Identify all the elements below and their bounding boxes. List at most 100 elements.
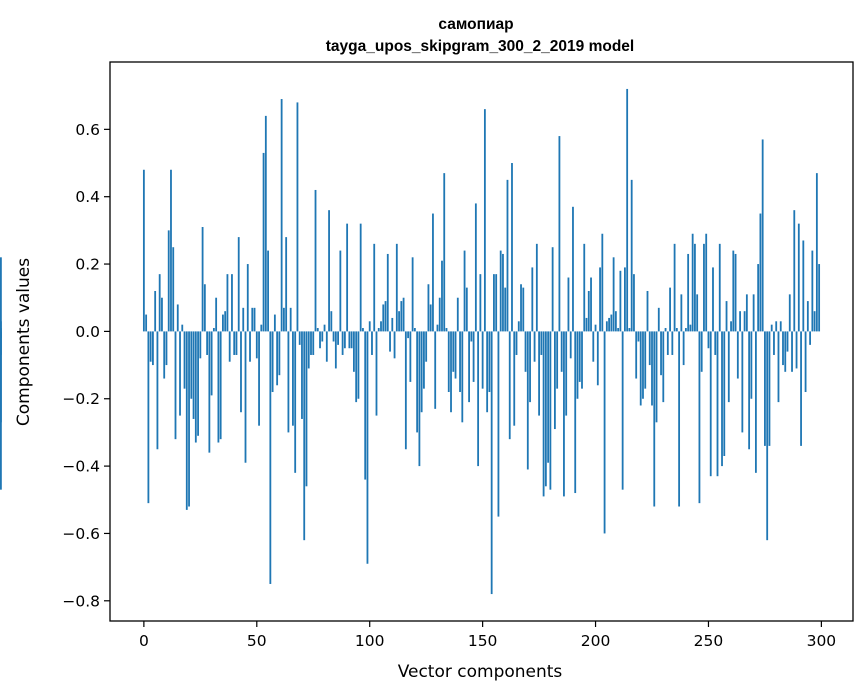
bar <box>434 331 437 409</box>
bar <box>601 233 604 332</box>
bar <box>508 331 511 440</box>
bar <box>745 294 748 332</box>
bar <box>355 331 358 403</box>
bar <box>777 331 780 403</box>
bar <box>0 331 2 490</box>
y-tick-label: 0.6 <box>75 121 100 139</box>
bar <box>594 324 597 332</box>
y-tick-label: −0.2 <box>62 390 100 408</box>
bar <box>526 331 529 470</box>
y-tick-label: 0.0 <box>75 323 100 341</box>
bar <box>443 173 446 332</box>
bar <box>664 328 667 332</box>
bar <box>217 331 220 443</box>
bar <box>470 331 473 342</box>
bar <box>472 331 475 382</box>
bar <box>691 233 694 332</box>
bar <box>280 99 283 332</box>
bar <box>273 314 276 332</box>
bar <box>703 243 705 332</box>
y-tick-label: −0.6 <box>62 525 100 543</box>
bar <box>264 115 267 332</box>
bar <box>809 331 811 345</box>
bar <box>535 243 538 332</box>
bar <box>294 331 297 473</box>
bar <box>651 331 653 406</box>
bar <box>260 324 263 332</box>
bar <box>393 331 396 359</box>
bar <box>222 314 224 332</box>
bar <box>800 331 802 446</box>
bar <box>553 331 556 430</box>
bar <box>377 328 380 332</box>
bar <box>307 331 310 369</box>
bar <box>791 331 793 372</box>
bar <box>612 257 615 332</box>
bar <box>741 331 744 433</box>
bar <box>459 331 461 393</box>
bar <box>357 331 360 399</box>
bar <box>608 317 610 332</box>
bar <box>673 243 676 332</box>
bar <box>181 324 184 332</box>
bar <box>359 223 362 332</box>
bar <box>249 331 251 362</box>
chart-title-line1: самопиар <box>438 16 513 33</box>
bar <box>389 331 391 352</box>
bar <box>233 331 236 355</box>
x-tick-label: 200 <box>581 632 611 650</box>
bar <box>773 331 775 355</box>
bar <box>330 311 333 332</box>
bar <box>258 331 260 426</box>
bar <box>675 328 678 332</box>
bar <box>172 247 175 332</box>
bar <box>556 331 559 389</box>
bar <box>423 331 425 389</box>
bar <box>782 331 784 366</box>
bar <box>158 274 161 332</box>
bar <box>255 331 258 359</box>
bar <box>718 243 721 332</box>
bar <box>529 331 531 403</box>
x-tick-label: 300 <box>807 632 837 650</box>
bar <box>400 301 403 332</box>
bar <box>210 331 213 396</box>
bar <box>788 294 791 332</box>
bar <box>429 304 432 332</box>
bar <box>156 331 159 450</box>
bar <box>305 331 308 487</box>
bar <box>450 331 452 413</box>
y-axis-label: Components values <box>14 258 34 426</box>
bar <box>549 331 552 490</box>
bar <box>339 250 342 332</box>
bar <box>235 331 238 355</box>
bar <box>208 331 211 453</box>
bar <box>391 317 394 332</box>
bar <box>483 109 486 332</box>
bar <box>161 297 163 332</box>
bar <box>547 331 550 463</box>
bar <box>784 331 787 372</box>
y-axis-ticks: −0.8 −0.6 −0.4 −0.2 0.0 0.2 0.4 0.6 <box>62 121 110 610</box>
plot-frame <box>109 61 854 622</box>
bar <box>334 331 337 369</box>
bar <box>382 304 385 332</box>
bar <box>628 328 631 332</box>
bar <box>764 331 766 446</box>
bar <box>179 331 181 416</box>
bar <box>506 179 509 332</box>
bar <box>147 331 150 504</box>
bar <box>395 243 398 332</box>
bar <box>614 311 617 332</box>
bar <box>174 331 177 440</box>
bar <box>754 331 757 473</box>
bar <box>384 301 387 332</box>
bar <box>736 331 739 379</box>
bar <box>804 331 807 393</box>
bar <box>624 267 626 332</box>
bar <box>165 331 168 366</box>
bar <box>811 250 814 332</box>
bar <box>353 331 355 372</box>
bar <box>524 331 527 372</box>
bar <box>721 331 723 467</box>
